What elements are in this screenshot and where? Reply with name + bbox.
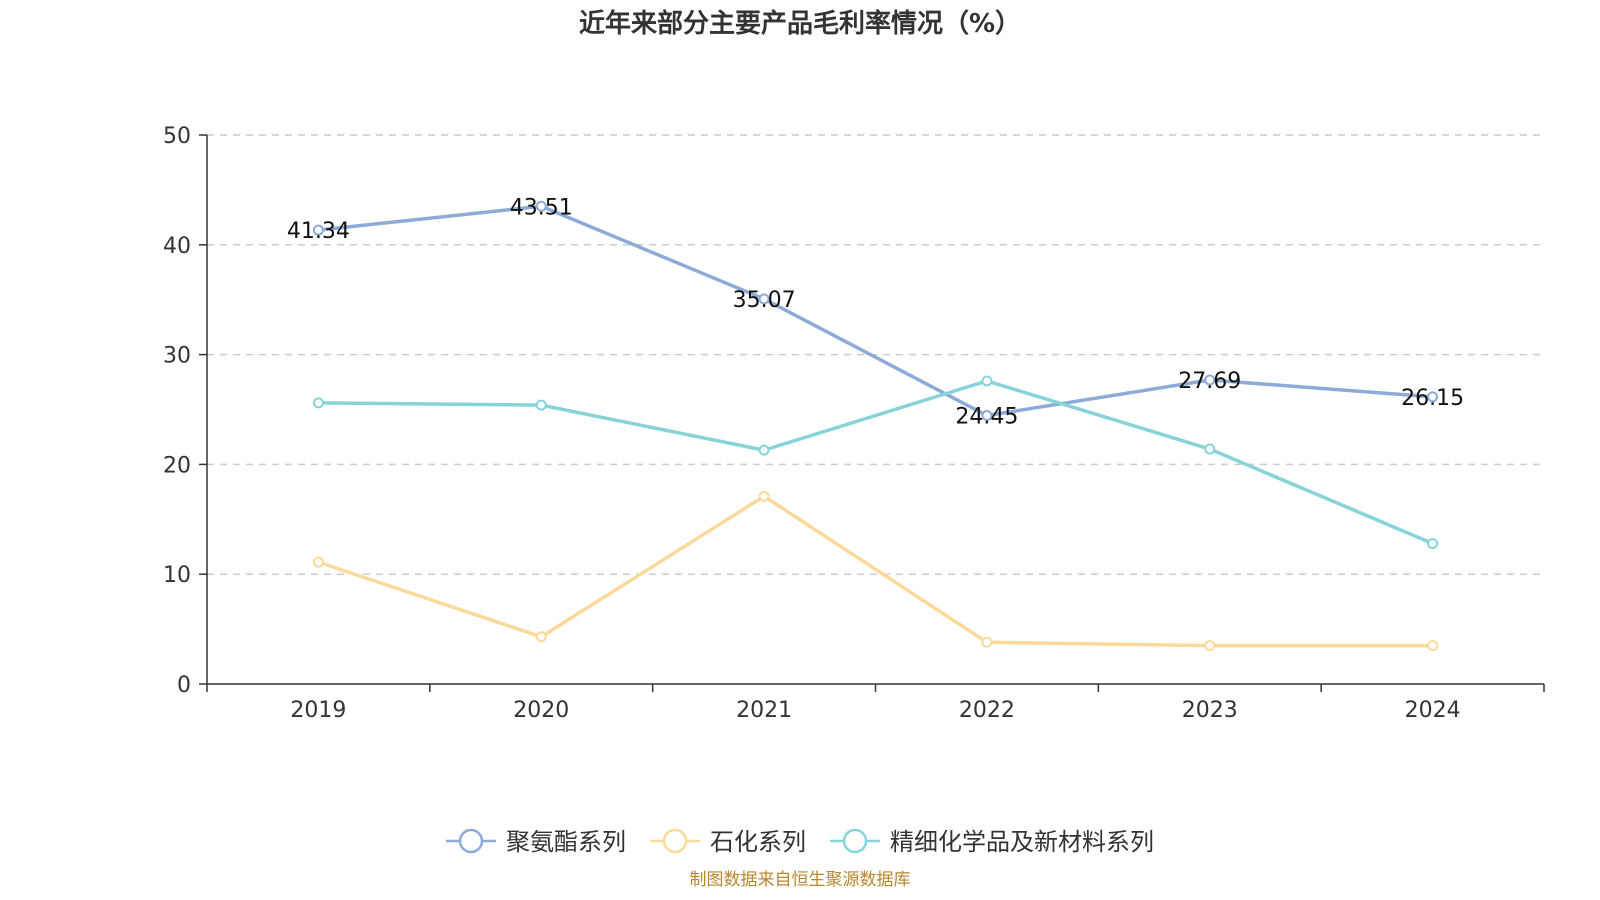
data-point [1427,537,1439,549]
data-label: 27.69 [1178,369,1241,394]
data-point [758,444,770,456]
y-tick-label: 10 [163,563,191,588]
legend-item[interactable]: 聚氨酯系列 [446,828,626,856]
series-line [316,494,1435,648]
data-label: 41.34 [287,219,350,244]
data-point [758,293,770,305]
series-line [316,379,1435,546]
data-point [312,556,324,568]
data-label: 24.45 [955,405,1018,430]
legend-label: 精细化学品及新材料系列 [890,828,1154,856]
data-point [535,631,547,643]
series-2 [312,375,1439,549]
data-label: 43.51 [510,195,573,220]
chart-title: 近年来部分主要产品毛利率情况（%） [579,8,1021,39]
x-tick-label: 2021 [736,698,792,723]
series-1 [312,490,1439,652]
data-point [535,399,547,411]
data-point [981,410,993,422]
legend-circle-icon [842,828,868,854]
data-point [758,490,770,502]
legend-item[interactable]: 精细化学品及新材料系列 [830,828,1154,856]
x-tick-label: 2024 [1405,698,1461,723]
series-line [316,204,1435,418]
y-tick-label: 50 [163,124,191,149]
series-lines [312,200,1439,652]
data-point [981,375,993,387]
data-point [1427,640,1439,652]
y-tick-label: 20 [163,453,191,478]
data-point [312,224,324,236]
legend: 聚氨酯系列 石化系列 精细化学品及新材料系列 [446,828,1154,856]
x-tick-label: 2019 [290,698,346,723]
x-tick-label: 2023 [1182,698,1238,723]
data-labels: 41.34 43.51 35.07 24.45 27.69 26.15 [287,195,1464,429]
data-point [1204,640,1216,652]
data-point [1204,374,1216,386]
data-label: 26.15 [1401,386,1464,411]
x-tick-label: 2020 [513,698,569,723]
data-point [981,636,993,648]
y-tick-label: 40 [163,234,191,259]
y-tick-label: 30 [163,344,191,369]
legend-item[interactable]: 石化系列 [650,828,806,856]
data-point [312,397,324,409]
data-point [1427,391,1439,403]
data-point [1204,443,1216,455]
legend-circle-icon [662,828,688,854]
axes: 0 10 20 30 40 50 2019 2020 2021 2022 2023 2024 [163,124,1545,723]
data-point [535,200,547,212]
series-0 [312,200,1439,422]
grid-lines [207,134,1544,575]
x-tick-label: 2022 [959,698,1015,723]
y-tick-label: 0 [177,673,191,698]
data-label: 35.07 [733,288,796,313]
legend-circle-icon [458,828,484,854]
source-footer: 制图数据来自恒生聚源数据库 [690,870,911,890]
legend-label: 石化系列 [710,828,806,856]
legend-label: 聚氨酯系列 [506,828,626,856]
